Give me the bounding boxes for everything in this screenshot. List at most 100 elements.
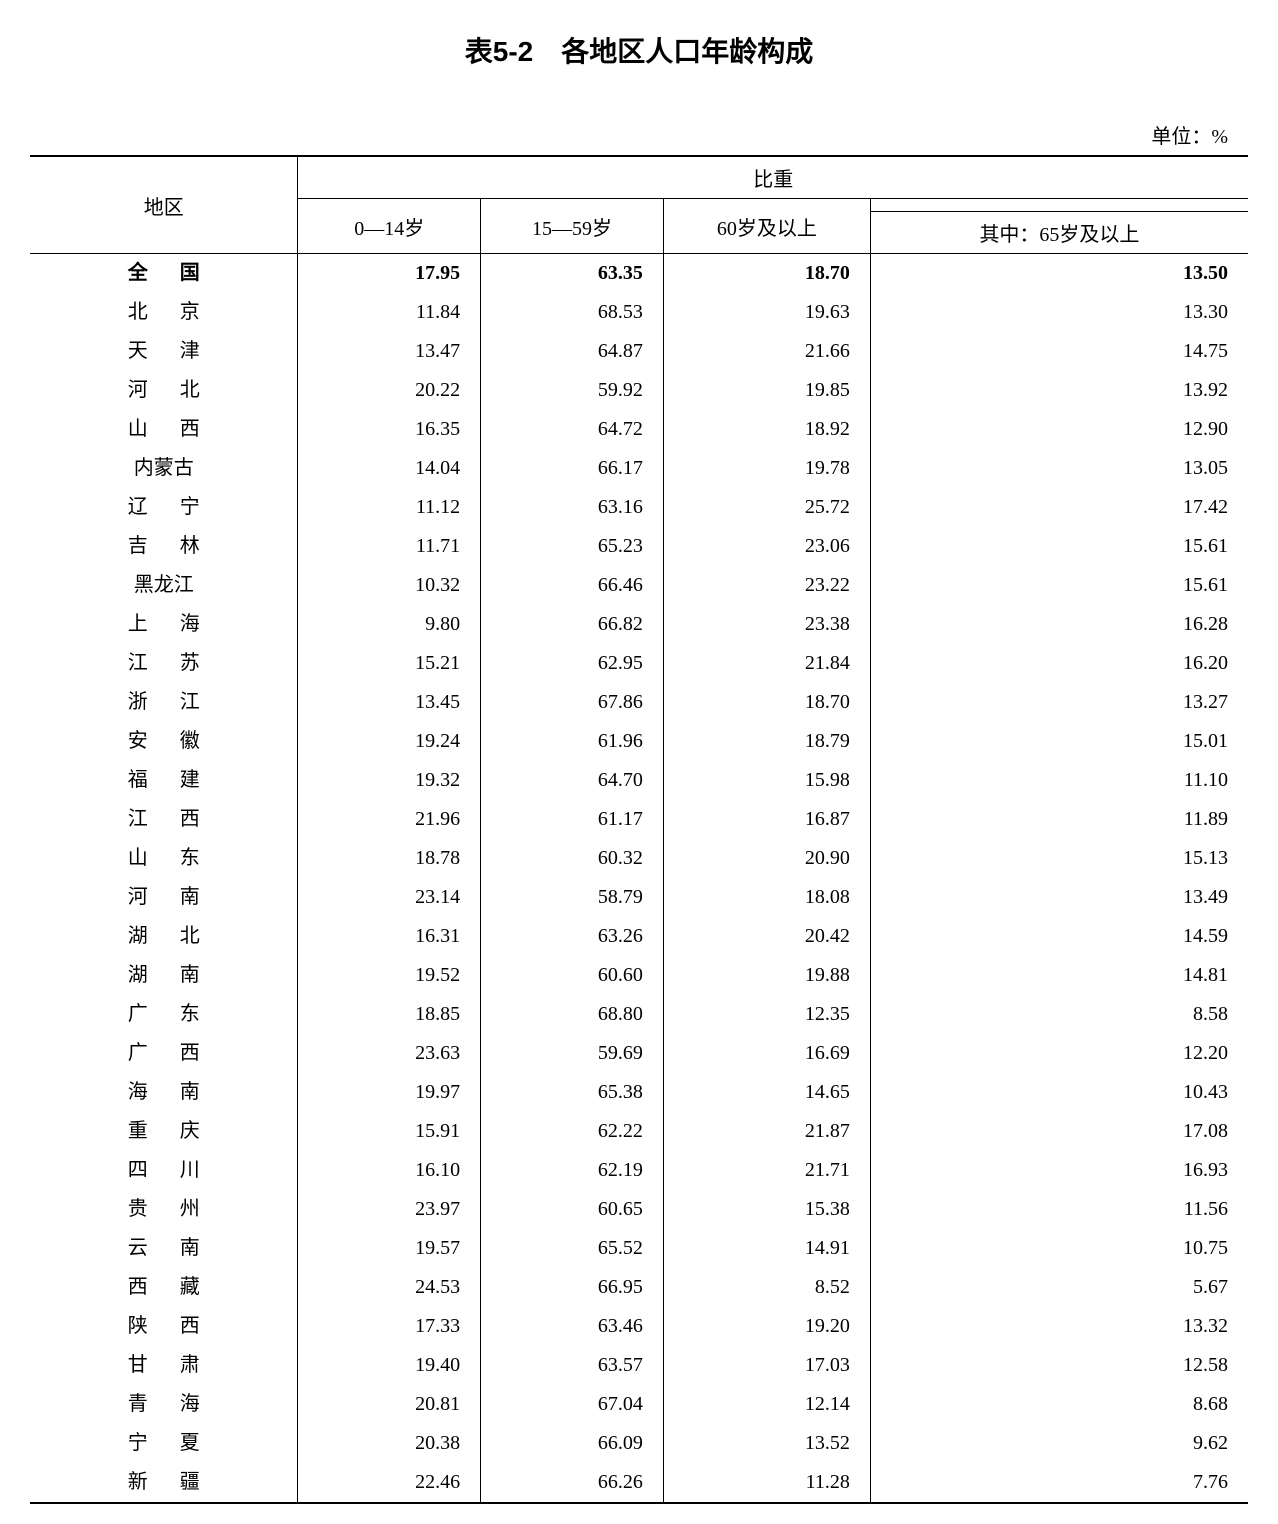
table-row: 云南19.5765.5214.9110.75	[30, 1229, 1248, 1268]
cell-value: 18.78	[298, 839, 481, 878]
cell-value: 66.82	[481, 605, 664, 644]
cell-value: 8.58	[870, 995, 1248, 1034]
cell-value: 21.66	[663, 332, 870, 371]
cell-value: 12.90	[870, 410, 1248, 449]
cell-value: 58.79	[481, 878, 664, 917]
table-row: 湖北16.3163.2620.4214.59	[30, 917, 1248, 956]
cell-value: 17.33	[298, 1307, 481, 1346]
cell-value: 11.10	[870, 761, 1248, 800]
cell-value: 15.61	[870, 566, 1248, 605]
cell-value: 20.81	[298, 1385, 481, 1424]
cell-value: 67.86	[481, 683, 664, 722]
cell-value: 66.95	[481, 1268, 664, 1307]
table-row: 辽宁11.1263.1625.7217.42	[30, 488, 1248, 527]
cell-region: 西藏	[30, 1268, 298, 1307]
cell-value: 20.90	[663, 839, 870, 878]
cell-region: 广西	[30, 1034, 298, 1073]
cell-value: 18.79	[663, 722, 870, 761]
cell-value: 59.92	[481, 371, 664, 410]
cell-value: 12.20	[870, 1034, 1248, 1073]
cell-value: 12.35	[663, 995, 870, 1034]
table-row: 河北20.2259.9219.8513.92	[30, 371, 1248, 410]
cell-value: 14.04	[298, 449, 481, 488]
table-row: 广西23.6359.6916.6912.20	[30, 1034, 1248, 1073]
cell-value: 16.69	[663, 1034, 870, 1073]
cell-value: 19.78	[663, 449, 870, 488]
cell-value: 64.87	[481, 332, 664, 371]
cell-value: 16.35	[298, 410, 481, 449]
table-row: 西藏24.5366.958.525.67	[30, 1268, 1248, 1307]
header-age-65-up: 其中：65岁及以上	[870, 212, 1248, 254]
cell-value: 17.42	[870, 488, 1248, 527]
cell-value: 15.21	[298, 644, 481, 683]
cell-value: 11.28	[663, 1463, 870, 1503]
cell-value: 64.70	[481, 761, 664, 800]
cell-region: 山东	[30, 839, 298, 878]
cell-value: 13.47	[298, 332, 481, 371]
table-row: 河南23.1458.7918.0813.49	[30, 878, 1248, 917]
cell-value: 65.52	[481, 1229, 664, 1268]
cell-value: 63.35	[481, 254, 664, 294]
cell-region: 安徽	[30, 722, 298, 761]
cell-value: 15.13	[870, 839, 1248, 878]
table-row: 青海20.8167.0412.148.68	[30, 1385, 1248, 1424]
cell-value: 23.63	[298, 1034, 481, 1073]
cell-value: 14.81	[870, 956, 1248, 995]
cell-value: 61.96	[481, 722, 664, 761]
cell-value: 18.70	[663, 683, 870, 722]
cell-region: 新疆	[30, 1463, 298, 1503]
cell-value: 66.26	[481, 1463, 664, 1503]
cell-region: 全国	[30, 254, 298, 294]
cell-value: 16.93	[870, 1151, 1248, 1190]
header-age-15-59: 15—59岁	[481, 199, 664, 254]
table-row: 宁夏20.3866.0913.529.62	[30, 1424, 1248, 1463]
cell-value: 14.75	[870, 332, 1248, 371]
cell-value: 60.32	[481, 839, 664, 878]
cell-value: 19.24	[298, 722, 481, 761]
cell-region: 辽宁	[30, 488, 298, 527]
cell-value: 68.53	[481, 293, 664, 332]
cell-region: 重庆	[30, 1112, 298, 1151]
cell-region: 云南	[30, 1229, 298, 1268]
cell-value: 61.17	[481, 800, 664, 839]
cell-value: 65.38	[481, 1073, 664, 1112]
age-composition-table: 地区 比重 0—14岁 15—59岁 60岁及以上 其中：65岁及以上 全国17…	[30, 155, 1248, 1504]
cell-value: 60.60	[481, 956, 664, 995]
table-row: 湖南19.5260.6019.8814.81	[30, 956, 1248, 995]
cell-value: 62.22	[481, 1112, 664, 1151]
cell-region: 浙江	[30, 683, 298, 722]
cell-value: 66.46	[481, 566, 664, 605]
cell-value: 65.23	[481, 527, 664, 566]
cell-value: 66.17	[481, 449, 664, 488]
cell-region: 贵州	[30, 1190, 298, 1229]
cell-value: 13.30	[870, 293, 1248, 332]
table-row: 山西16.3564.7218.9212.90	[30, 410, 1248, 449]
cell-value: 15.61	[870, 527, 1248, 566]
cell-value: 19.88	[663, 956, 870, 995]
table-row: 重庆15.9162.2221.8717.08	[30, 1112, 1248, 1151]
cell-value: 15.01	[870, 722, 1248, 761]
cell-region: 海南	[30, 1073, 298, 1112]
cell-value: 8.52	[663, 1268, 870, 1307]
cell-value: 23.38	[663, 605, 870, 644]
cell-value: 63.46	[481, 1307, 664, 1346]
cell-value: 19.57	[298, 1229, 481, 1268]
cell-region: 广东	[30, 995, 298, 1034]
cell-value: 67.04	[481, 1385, 664, 1424]
cell-value: 11.84	[298, 293, 481, 332]
cell-value: 62.19	[481, 1151, 664, 1190]
cell-value: 24.53	[298, 1268, 481, 1307]
cell-value: 20.42	[663, 917, 870, 956]
table-row: 贵州23.9760.6515.3811.56	[30, 1190, 1248, 1229]
cell-value: 21.96	[298, 800, 481, 839]
header-age-0-14: 0—14岁	[298, 199, 481, 254]
table-row: 内蒙古14.0466.1719.7813.05	[30, 449, 1248, 488]
cell-value: 13.49	[870, 878, 1248, 917]
cell-value: 13.27	[870, 683, 1248, 722]
cell-region: 江苏	[30, 644, 298, 683]
cell-value: 15.91	[298, 1112, 481, 1151]
cell-value: 21.87	[663, 1112, 870, 1151]
cell-value: 62.95	[481, 644, 664, 683]
cell-value: 19.52	[298, 956, 481, 995]
table-row: 浙江13.4567.8618.7013.27	[30, 683, 1248, 722]
